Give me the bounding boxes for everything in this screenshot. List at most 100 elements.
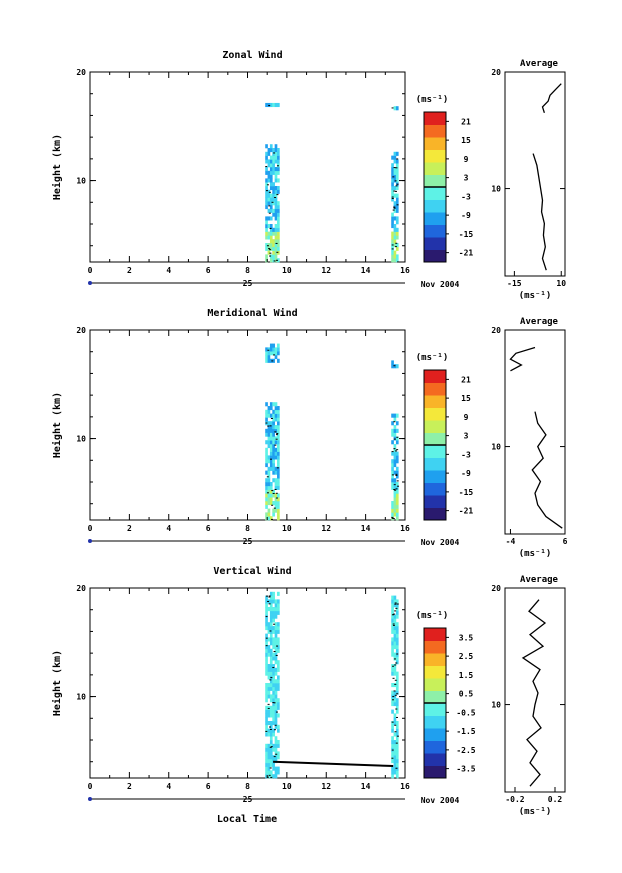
data-cell — [277, 660, 280, 665]
data-cell — [265, 428, 268, 433]
date-label: Nov 2004 — [421, 796, 460, 805]
data-cell — [277, 258, 280, 263]
data-cell — [272, 508, 275, 513]
data-cell — [267, 516, 271, 521]
data-cell — [277, 466, 280, 471]
contour-mark — [391, 614, 394, 616]
data-cell — [274, 610, 278, 615]
data-cell — [395, 626, 399, 631]
data-cell — [391, 721, 394, 726]
data-cell — [391, 751, 394, 756]
data-cell — [269, 148, 273, 153]
data-cell — [272, 747, 275, 752]
data-cell — [395, 220, 399, 225]
contour-mark — [393, 613, 396, 615]
contour-mark — [276, 165, 279, 167]
data-cell — [265, 755, 268, 760]
data-cell — [272, 167, 275, 172]
contour-mark — [265, 190, 268, 192]
colorbar-segment — [424, 470, 446, 483]
data-cell — [395, 497, 399, 502]
colorbar-tick-label: -21 — [459, 507, 474, 516]
data-cell — [277, 610, 280, 615]
data-cell — [265, 743, 268, 748]
x-tick-label: 16 — [400, 266, 410, 275]
data-cell — [391, 364, 394, 369]
data-cell — [274, 721, 278, 726]
data-cell — [393, 671, 397, 676]
data-cell — [274, 504, 278, 509]
avg-y-tick-label: 10 — [491, 701, 501, 710]
data-cell — [391, 485, 394, 490]
data-cell — [272, 212, 275, 217]
data-cell — [272, 614, 275, 619]
data-cell — [269, 197, 273, 202]
data-cell — [272, 447, 275, 452]
data-cell — [267, 201, 271, 206]
data-cell — [391, 235, 394, 240]
data-cell — [274, 425, 278, 430]
data-cell — [274, 167, 278, 172]
contour-mark — [393, 207, 396, 209]
colorbar-tick-label: -2.5 — [456, 746, 475, 755]
data-cell — [265, 622, 268, 627]
contour-mark — [391, 749, 394, 751]
panel-title: Meridional Wind — [207, 307, 297, 319]
data-cell — [395, 743, 399, 748]
colorbar-segment — [424, 212, 446, 225]
data-cell — [277, 683, 280, 688]
data-cell — [272, 409, 275, 414]
data-cell — [393, 186, 397, 191]
data-cell — [269, 224, 273, 229]
data-cell — [274, 151, 278, 156]
colorbar-segment — [424, 728, 446, 741]
data-cell — [272, 186, 275, 191]
contour-mark — [276, 467, 279, 469]
colorbar-segment — [424, 507, 446, 521]
data-cell — [393, 444, 397, 449]
x-tick-label: 14 — [361, 266, 371, 275]
panel-1: Meridional Wind 0 2 4 6 8 10 12 14 16 10 20 Height (… — [51, 307, 568, 547]
data-cell — [274, 440, 278, 445]
contour-mark — [268, 595, 271, 597]
data-cell — [265, 724, 268, 729]
data-cell — [393, 497, 397, 502]
data-cell — [265, 626, 268, 631]
x-tick-label: 12 — [321, 266, 331, 275]
data-cell — [265, 246, 268, 251]
data-cell — [274, 607, 278, 612]
data-cell — [272, 347, 275, 352]
data-cell — [274, 660, 278, 665]
data-cell — [269, 358, 273, 363]
data-cell — [265, 182, 268, 187]
data-cell — [272, 591, 275, 596]
data-cell — [272, 463, 275, 468]
data-cell — [391, 421, 394, 426]
data-cell — [277, 201, 280, 206]
data-cell — [272, 717, 275, 722]
colorbar-tick-label: -0.5 — [456, 708, 475, 717]
data-cell — [267, 622, 271, 627]
data-cell — [269, 440, 273, 445]
data-cell — [265, 610, 268, 615]
data-cell — [395, 421, 399, 426]
data-cell — [277, 470, 280, 475]
data-cell — [272, 189, 275, 194]
data-cell — [277, 227, 280, 232]
data-cell — [272, 417, 275, 422]
data-cell — [393, 622, 397, 627]
data-cell — [274, 148, 278, 153]
data-cell — [395, 208, 399, 213]
data-cell — [272, 402, 275, 407]
data-cell — [274, 144, 278, 149]
data-cell — [269, 667, 273, 672]
data-cell — [272, 343, 275, 348]
data-cell — [272, 258, 275, 263]
data-cell — [391, 683, 394, 688]
data-cell — [267, 501, 271, 506]
data-cell — [272, 250, 275, 255]
data-cell — [269, 656, 273, 661]
data-cell — [265, 694, 268, 699]
contour-mark — [395, 242, 398, 244]
data-cell — [274, 614, 278, 619]
